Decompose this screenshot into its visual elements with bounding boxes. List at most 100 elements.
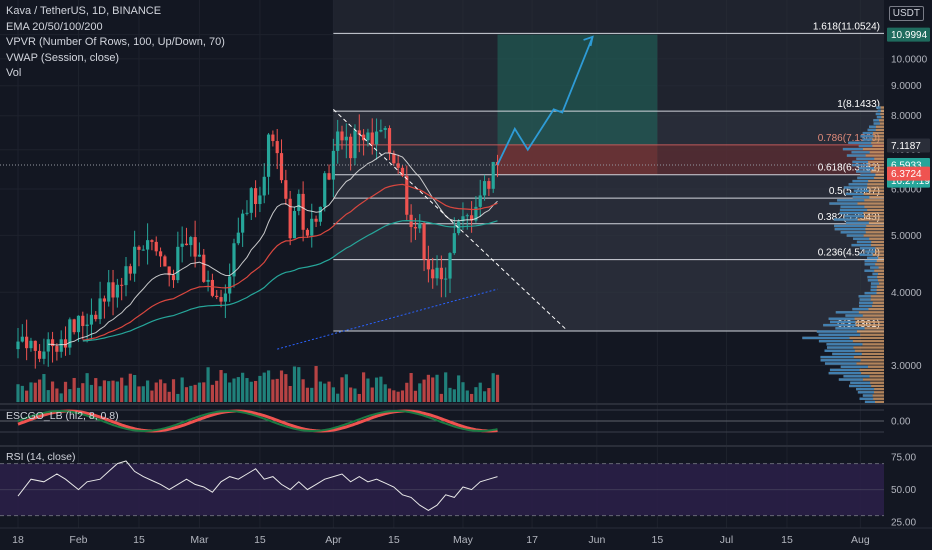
volume-profile-bar	[876, 115, 882, 119]
time-tick-label: May	[453, 534, 474, 546]
indicator-volume[interactable]: Vol	[6, 67, 22, 79]
time-tick-label: 15	[133, 534, 145, 546]
candle-body	[413, 226, 418, 229]
volume-profile-bar	[875, 112, 881, 116]
candle-body	[102, 298, 106, 302]
volume-profile-bar	[852, 195, 870, 199]
candle-body	[301, 193, 305, 230]
volume-bar	[409, 373, 413, 402]
volume-bar	[400, 390, 405, 402]
volume-profile-bar	[853, 189, 869, 192]
volume-profile-bar	[818, 339, 853, 343]
volume-bar	[482, 391, 487, 402]
volume-bar	[180, 377, 184, 402]
volume-profile-bar	[859, 304, 873, 308]
currency-button[interactable]: USDT	[888, 6, 924, 21]
candle-body	[228, 276, 232, 294]
price-axis	[884, 0, 932, 528]
volume-bar	[387, 388, 392, 402]
volume-bar	[292, 366, 297, 402]
volume-bar	[215, 380, 219, 402]
volume-bar	[426, 374, 430, 402]
volume-bar	[448, 387, 452, 402]
time-tick-label: Feb	[69, 534, 87, 546]
price-label-text: 10.9994	[891, 30, 928, 41]
volume-profile-bar	[833, 218, 858, 221]
volume-profile-bar	[846, 154, 866, 157]
ema-line	[82, 183, 498, 341]
volume-profile-bar	[853, 189, 884, 192]
volume-profile-bar	[859, 301, 873, 304]
oscillator-signal-line	[17, 409, 498, 433]
candle-body	[297, 193, 301, 211]
candle-body	[431, 269, 435, 279]
volume-bar	[59, 393, 63, 402]
indicator-vpvr[interactable]: VPVR (Number Of Rows, 100, Up/Down, 70)	[6, 36, 225, 48]
volume-profile-bar	[870, 285, 884, 288]
volume-profile-bar	[845, 314, 884, 317]
candle-body	[210, 279, 214, 296]
volume-profile-bar	[864, 291, 877, 295]
volume-bar	[495, 374, 500, 402]
volume-bar	[487, 388, 491, 402]
volume-profile-bar	[829, 320, 856, 324]
volume-profile-bar	[856, 387, 875, 391]
rsi-label[interactable]: RSI (14, close)	[6, 451, 76, 463]
volume-profile-bar	[844, 215, 865, 218]
volume-profile-bar	[867, 279, 878, 282]
price-label-text: 7.1187	[891, 141, 921, 152]
volume-profile-bar	[858, 295, 884, 298]
volume-profile-bar	[862, 138, 873, 141]
candle-body	[314, 218, 318, 222]
volume-bar	[405, 382, 409, 402]
volume-bar	[111, 380, 115, 402]
candle-body	[405, 175, 409, 215]
volume-bar	[219, 370, 223, 402]
volume-profile-bar	[820, 359, 861, 362]
candle-body	[94, 314, 98, 320]
volume-bar	[418, 383, 422, 402]
volume-bar	[171, 379, 176, 402]
time-tick-label: 18	[12, 534, 24, 546]
volume-bar	[137, 386, 141, 402]
volume-bar	[266, 370, 271, 402]
volume-profile-bar	[867, 275, 878, 279]
volume-bar	[154, 382, 158, 402]
candle-body	[206, 279, 210, 282]
volume-bar	[107, 381, 111, 402]
indicator-vwap[interactable]: VWAP (Session, close)	[6, 51, 120, 64]
candle-body	[422, 223, 426, 260]
symbol-title[interactable]: Kava / TetherUS, 1D, BINANCE	[6, 5, 162, 17]
volume-profile-bar	[846, 234, 884, 237]
time-tick-label: 15	[254, 534, 266, 546]
volume-profile-bar	[867, 128, 884, 132]
volume-profile-bar	[852, 179, 884, 183]
volume-profile-bar	[859, 397, 874, 400]
candle-body	[25, 336, 29, 349]
candle-body	[400, 167, 405, 176]
candle-body	[444, 278, 448, 280]
volume-bar	[422, 379, 426, 402]
time-tick-label: 17	[526, 534, 538, 546]
indicator-ema[interactable]: EMA 20/50/100/200	[6, 20, 103, 33]
candle-body	[197, 254, 202, 257]
candle-body	[396, 163, 400, 168]
candle-body	[374, 131, 379, 145]
volume-profile-bar	[835, 311, 859, 314]
volume-profile-bar	[862, 138, 884, 141]
oscillator-label[interactable]: ESCGO_LB (hl2, 8, 0.8)	[6, 410, 119, 422]
volume-bar	[284, 374, 288, 402]
candle-body	[310, 218, 314, 236]
candle-body	[202, 254, 206, 282]
volume-bar	[228, 382, 232, 402]
volume-bar	[76, 387, 81, 402]
candle-body	[176, 246, 180, 281]
volume-bar	[279, 370, 284, 402]
candle-body	[349, 136, 353, 159]
volume-profile-bar	[870, 288, 884, 292]
candle-body	[383, 128, 387, 130]
candle-body	[271, 134, 275, 142]
candle-body	[115, 284, 119, 298]
volume-profile-bar	[824, 362, 857, 365]
